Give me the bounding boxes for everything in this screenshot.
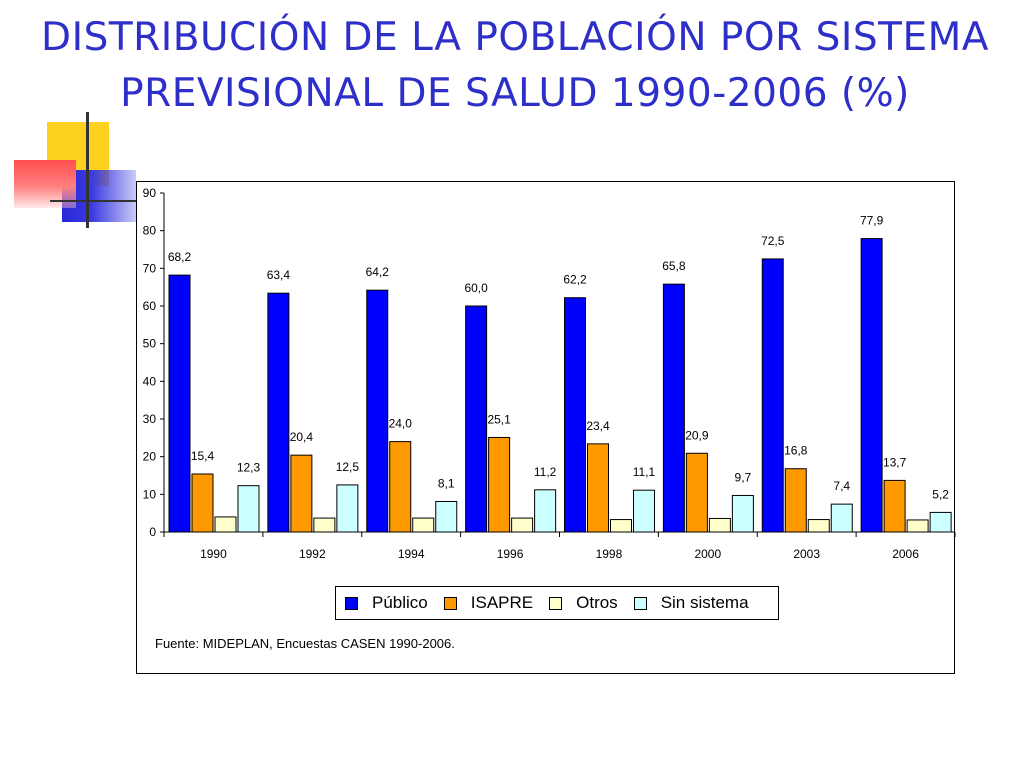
legend-swatch-otros <box>549 596 563 610</box>
data-label: 12,3 <box>237 461 261 475</box>
decor-vertical-line <box>86 112 89 228</box>
data-label: 23,4 <box>586 419 610 433</box>
bar <box>534 489 557 533</box>
bar <box>168 274 191 533</box>
data-label: 65,8 <box>662 259 686 273</box>
data-label: 9,7 <box>735 470 752 484</box>
slide-title: DISTRIBUCIÓN DE LA POBLACIÓN POR SISTEMA… <box>41 15 989 116</box>
bar <box>685 452 708 533</box>
legend-swatch-isapre <box>443 596 457 610</box>
x-tick-label: 1994 <box>398 547 425 561</box>
y-tick-label: 80 <box>143 224 157 238</box>
legend-item-isapre: ISAPRE <box>443 593 534 613</box>
bar <box>610 519 632 533</box>
data-label: 20,4 <box>290 430 314 444</box>
bar <box>465 305 488 533</box>
legend-label-isapre: ISAPRE <box>470 593 534 612</box>
data-label: 20,9 <box>685 428 709 442</box>
x-tick-label: 2003 <box>793 547 820 561</box>
legend-item-sin-sistema: Sin sistema <box>633 593 749 613</box>
y-tick-label: 60 <box>143 299 157 313</box>
legend-swatch-sin-sistema <box>633 596 647 610</box>
data-label: 25,1 <box>487 412 511 426</box>
data-label: 60,0 <box>464 281 488 295</box>
bar <box>290 454 313 533</box>
data-label: 72,5 <box>761 234 785 248</box>
x-tick-label: 2006 <box>892 547 919 561</box>
bar <box>761 258 784 533</box>
data-label: 24,0 <box>389 417 413 431</box>
y-tick-label: 30 <box>143 412 157 426</box>
legend-label-publico: Público <box>372 593 428 612</box>
bar <box>830 503 853 533</box>
bar <box>389 441 412 533</box>
bar <box>511 517 534 533</box>
bar <box>336 484 359 533</box>
y-tick-label: 0 <box>149 525 156 539</box>
bar <box>267 292 290 533</box>
data-label: 64,2 <box>366 265 390 279</box>
bar <box>883 479 906 533</box>
x-tick-label: 2000 <box>694 547 721 561</box>
bar <box>906 519 929 533</box>
y-tick-label: 10 <box>143 487 157 501</box>
bar <box>191 473 214 533</box>
legend-item-publico: Público <box>345 593 428 613</box>
y-tick-label: 50 <box>143 337 157 351</box>
y-tick-label: 40 <box>143 374 157 388</box>
y-tick-label: 20 <box>143 450 157 464</box>
data-label: 12,5 <box>336 460 360 474</box>
data-label: 13,7 <box>883 455 907 469</box>
y-tick-label: 70 <box>143 261 157 275</box>
legend-item-otros: Otros <box>549 593 618 613</box>
data-label: 68,2 <box>168 250 192 264</box>
bar <box>784 468 807 533</box>
bar <box>708 517 731 533</box>
data-label: 63,4 <box>267 268 291 282</box>
bar <box>662 283 685 533</box>
data-label: 62,2 <box>563 273 587 287</box>
data-label: 7,4 <box>833 479 850 493</box>
data-label: 15,4 <box>191 449 215 463</box>
x-tick-label: 1990 <box>200 547 227 561</box>
source-note: Fuente: MIDEPLAN, Encuestas CASEN 1990-2… <box>155 636 455 651</box>
bar <box>564 297 586 533</box>
bar <box>587 443 609 533</box>
legend-label-otros: Otros <box>576 593 618 612</box>
chart-legend: Público ISAPRE Otros Sin sistema <box>335 586 779 620</box>
bar <box>731 494 754 533</box>
y-tick-label: 90 <box>143 186 157 200</box>
x-tick-label: 1992 <box>299 547 326 561</box>
bar <box>313 517 336 533</box>
bar <box>807 519 830 533</box>
x-tick-label: 1996 <box>497 547 524 561</box>
bar <box>412 517 435 533</box>
data-label: 11,1 <box>633 465 656 479</box>
legend-label-sin-sistema: Sin sistema <box>660 593 749 612</box>
bar <box>435 500 458 533</box>
decor-horizontal-line <box>50 200 172 202</box>
bar <box>366 289 389 533</box>
bar <box>488 436 511 533</box>
bar <box>633 489 655 533</box>
legend-swatch-publico <box>345 596 358 610</box>
x-tick-label: 1998 <box>596 547 623 561</box>
bar <box>214 516 237 533</box>
bar <box>860 238 883 533</box>
data-label: 77,9 <box>860 214 884 228</box>
bar <box>237 485 260 533</box>
data-label: 5,2 <box>932 487 949 501</box>
data-label: 11,2 <box>534 465 557 479</box>
data-label: 16,8 <box>784 444 808 458</box>
bar <box>929 511 952 533</box>
data-label: 8,1 <box>438 476 455 490</box>
